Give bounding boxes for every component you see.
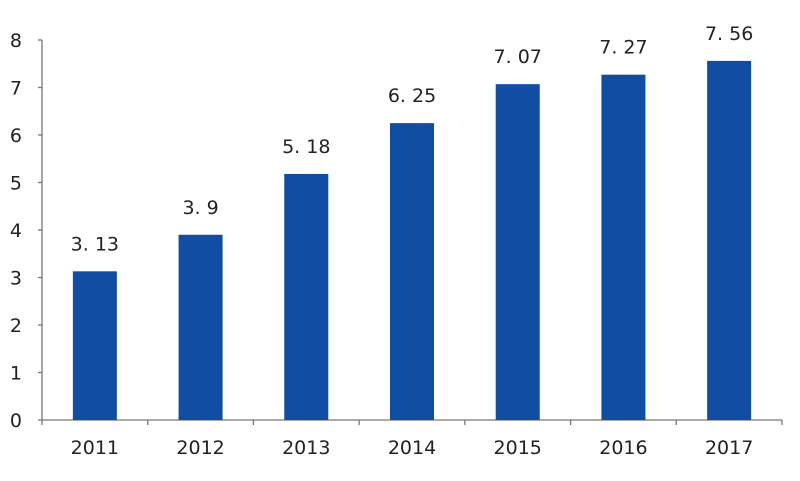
data-label: 7. 56 [705, 23, 753, 45]
x-tick-label: 2012 [176, 437, 224, 459]
y-tick-label: 6 [10, 125, 22, 147]
y-tick-label: 2 [10, 315, 22, 337]
y-tick-label: 0 [10, 410, 22, 432]
y-tick-label: 5 [10, 173, 22, 195]
data-label: 7. 27 [599, 37, 647, 59]
x-tick-label: 2015 [494, 437, 542, 459]
x-tick-label: 2014 [388, 437, 436, 459]
y-tick-label: 1 [10, 363, 22, 385]
data-label: 3. 13 [71, 233, 119, 255]
data-label: 5. 18 [282, 136, 330, 158]
data-label: 7. 07 [494, 46, 542, 68]
bar-2012 [178, 234, 223, 420]
x-tick-label: 2017 [705, 437, 753, 459]
bar-2011 [72, 271, 117, 420]
data-label: 6. 25 [388, 85, 436, 107]
data-label: 3. 9 [182, 197, 218, 219]
bar-2013 [284, 173, 329, 420]
bar-2015 [495, 84, 540, 421]
bar-2017 [707, 60, 752, 421]
bar-2016 [601, 74, 646, 421]
x-tick-label: 2016 [599, 437, 647, 459]
x-tick-label: 2013 [282, 437, 330, 459]
y-tick-label: 8 [10, 30, 22, 52]
x-tick-label: 2011 [71, 437, 119, 459]
y-tick-label: 3 [10, 268, 22, 290]
bar-2014 [390, 123, 434, 420]
y-tick-label: 4 [10, 220, 22, 242]
y-tick-label: 7 [10, 78, 22, 100]
